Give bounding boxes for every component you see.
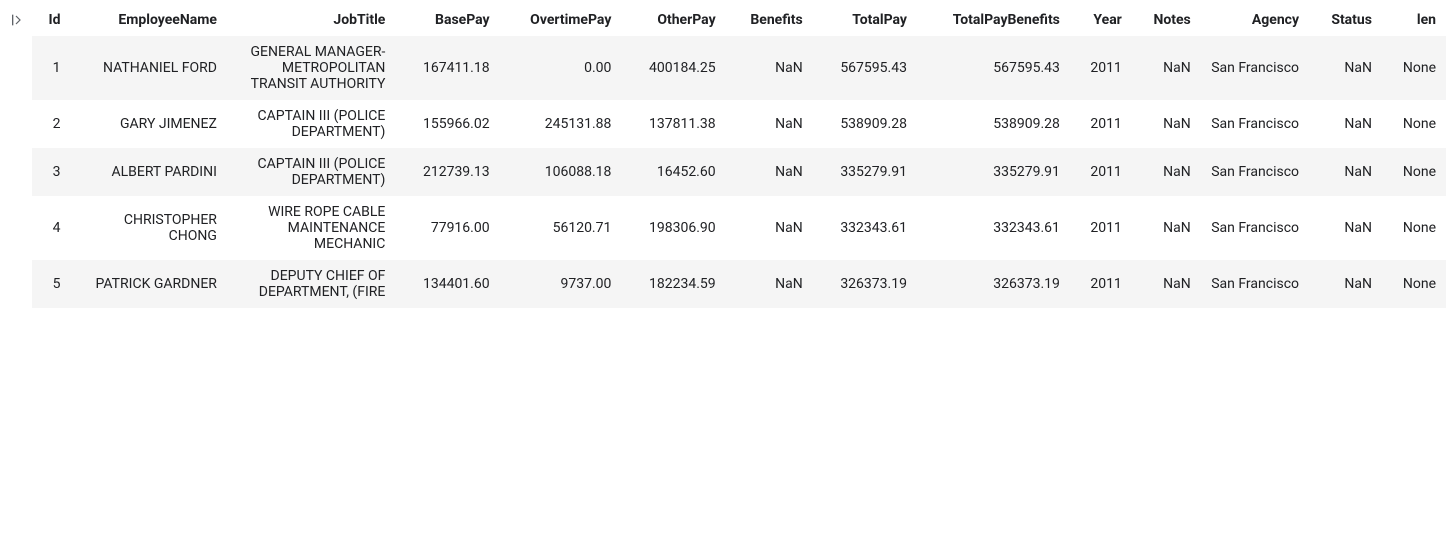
column-header: EmployeeName bbox=[70, 4, 226, 36]
table-cell: 134401.60 bbox=[395, 260, 499, 308]
table-cell: 567595.43 bbox=[917, 36, 1070, 100]
table-cell: GENERAL MANAGER-METROPOLITAN TRANSIT AUT… bbox=[227, 36, 395, 100]
table-cell: CAPTAIN III (POLICE DEPARTMENT) bbox=[227, 148, 395, 196]
table-cell: 332343.61 bbox=[813, 196, 917, 260]
output-arrow-icon bbox=[10, 12, 26, 28]
table-cell: 0.00 bbox=[500, 36, 622, 100]
table-row: 4CHRISTOPHER CHONGWIRE ROPE CABLE MAINTE… bbox=[32, 196, 1446, 260]
table-cell: 5 bbox=[32, 260, 70, 308]
table-row: 2GARY JIMENEZCAPTAIN III (POLICE DEPARTM… bbox=[32, 100, 1446, 148]
table-cell: 2011 bbox=[1070, 36, 1132, 100]
table-cell: 2011 bbox=[1070, 148, 1132, 196]
table-cell: 400184.25 bbox=[621, 36, 725, 100]
table-cell: 332343.61 bbox=[917, 196, 1070, 260]
table-cell: None bbox=[1382, 36, 1446, 100]
table-cell: 326373.19 bbox=[917, 260, 1070, 308]
column-header: OtherPay bbox=[621, 4, 725, 36]
table-cell: San Francisco bbox=[1201, 148, 1309, 196]
dataframe-output: IdEmployeeNameJobTitleBasePayOvertimePay… bbox=[32, 4, 1446, 308]
column-header: OvertimePay bbox=[500, 4, 622, 36]
table-cell: NaN bbox=[726, 148, 813, 196]
table-cell: 16452.60 bbox=[621, 148, 725, 196]
column-header: BasePay bbox=[395, 4, 499, 36]
table-cell: NaN bbox=[1309, 100, 1382, 148]
table-cell: PATRICK GARDNER bbox=[70, 260, 226, 308]
column-header: Notes bbox=[1132, 4, 1201, 36]
cell-output-icon[interactable] bbox=[8, 4, 32, 32]
table-cell: San Francisco bbox=[1201, 260, 1309, 308]
table-cell: 538909.28 bbox=[813, 100, 917, 148]
table-cell: None bbox=[1382, 196, 1446, 260]
table-row: 1NATHANIEL FORDGENERAL MANAGER-METROPOLI… bbox=[32, 36, 1446, 100]
output-container: IdEmployeeNameJobTitleBasePayOvertimePay… bbox=[0, 0, 1454, 312]
table-cell: None bbox=[1382, 100, 1446, 148]
table-header: IdEmployeeNameJobTitleBasePayOvertimePay… bbox=[32, 4, 1446, 36]
table-body: 1NATHANIEL FORDGENERAL MANAGER-METROPOLI… bbox=[32, 36, 1446, 308]
table-cell: 155966.02 bbox=[395, 100, 499, 148]
table-cell: NaN bbox=[726, 196, 813, 260]
table-cell: 4 bbox=[32, 196, 70, 260]
column-header: Status bbox=[1309, 4, 1382, 36]
table-cell: San Francisco bbox=[1201, 100, 1309, 148]
table-row: 3ALBERT PARDINICAPTAIN III (POLICE DEPAR… bbox=[32, 148, 1446, 196]
dataframe-table: IdEmployeeNameJobTitleBasePayOvertimePay… bbox=[32, 4, 1446, 308]
table-cell: NaN bbox=[1309, 196, 1382, 260]
table-cell: WIRE ROPE CABLE MAINTENANCE MECHANIC bbox=[227, 196, 395, 260]
table-cell: None bbox=[1382, 148, 1446, 196]
table-cell: 2011 bbox=[1070, 196, 1132, 260]
table-cell: NaN bbox=[1132, 36, 1201, 100]
table-cell: DEPUTY CHIEF OF DEPARTMENT, (FIRE bbox=[227, 260, 395, 308]
column-header: Id bbox=[32, 4, 70, 36]
table-cell: NaN bbox=[1132, 148, 1201, 196]
table-row: 5PATRICK GARDNERDEPUTY CHIEF OF DEPARTME… bbox=[32, 260, 1446, 308]
table-cell: None bbox=[1382, 260, 1446, 308]
table-cell: San Francisco bbox=[1201, 36, 1309, 100]
table-cell: San Francisco bbox=[1201, 196, 1309, 260]
column-header: Agency bbox=[1201, 4, 1309, 36]
table-cell: 2 bbox=[32, 100, 70, 148]
table-cell: 77916.00 bbox=[395, 196, 499, 260]
table-cell: NaN bbox=[1309, 148, 1382, 196]
table-cell: 2011 bbox=[1070, 260, 1132, 308]
table-cell: NaN bbox=[1309, 36, 1382, 100]
column-header: TotalPayBenefits bbox=[917, 4, 1070, 36]
table-cell: 9737.00 bbox=[500, 260, 622, 308]
column-header: JobTitle bbox=[227, 4, 395, 36]
table-cell: CHRISTOPHER CHONG bbox=[70, 196, 226, 260]
table-cell: 335279.91 bbox=[917, 148, 1070, 196]
table-cell: 538909.28 bbox=[917, 100, 1070, 148]
table-cell: 167411.18 bbox=[395, 36, 499, 100]
table-cell: 1 bbox=[32, 36, 70, 100]
table-cell: NaN bbox=[1132, 196, 1201, 260]
table-cell: 245131.88 bbox=[500, 100, 622, 148]
table-cell: 326373.19 bbox=[813, 260, 917, 308]
table-cell: NaN bbox=[726, 260, 813, 308]
table-cell: NaN bbox=[1309, 260, 1382, 308]
table-cell: 137811.38 bbox=[621, 100, 725, 148]
table-cell: 106088.18 bbox=[500, 148, 622, 196]
table-cell: 567595.43 bbox=[813, 36, 917, 100]
header-row: IdEmployeeNameJobTitleBasePayOvertimePay… bbox=[32, 4, 1446, 36]
table-cell: CAPTAIN III (POLICE DEPARTMENT) bbox=[227, 100, 395, 148]
table-cell: 3 bbox=[32, 148, 70, 196]
column-header: Benefits bbox=[726, 4, 813, 36]
table-cell: 182234.59 bbox=[621, 260, 725, 308]
table-cell: NATHANIEL FORD bbox=[70, 36, 226, 100]
table-cell: 198306.90 bbox=[621, 196, 725, 260]
table-cell: 2011 bbox=[1070, 100, 1132, 148]
table-cell: 212739.13 bbox=[395, 148, 499, 196]
table-cell: GARY JIMENEZ bbox=[70, 100, 226, 148]
column-header: Year bbox=[1070, 4, 1132, 36]
table-cell: NaN bbox=[726, 36, 813, 100]
column-header: len bbox=[1382, 4, 1446, 36]
table-cell: ALBERT PARDINI bbox=[70, 148, 226, 196]
table-cell: 335279.91 bbox=[813, 148, 917, 196]
column-header: TotalPay bbox=[813, 4, 917, 36]
table-cell: NaN bbox=[726, 100, 813, 148]
table-cell: NaN bbox=[1132, 100, 1201, 148]
table-cell: 56120.71 bbox=[500, 196, 622, 260]
table-cell: NaN bbox=[1132, 260, 1201, 308]
